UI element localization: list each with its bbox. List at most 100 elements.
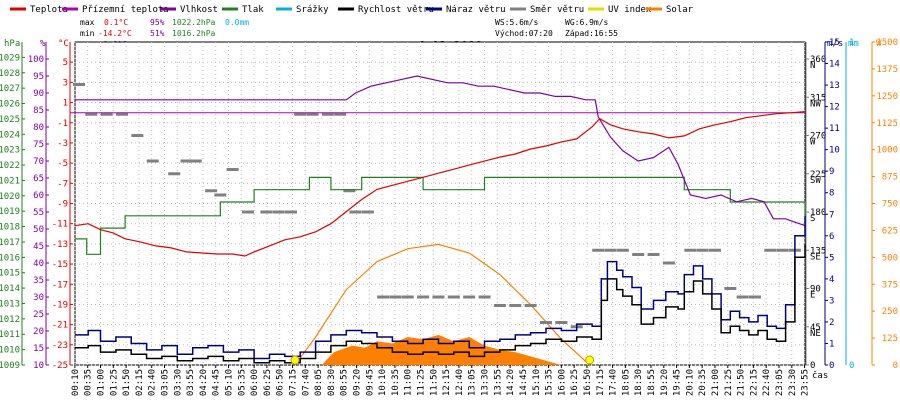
hum-tick-label: 80 xyxy=(33,123,44,133)
hum-tick-label: 90 xyxy=(33,89,44,99)
solar-tick-label: 750 xyxy=(882,200,898,210)
x-tick-label: 13:55 xyxy=(493,369,503,396)
press-tick-label: 1025 xyxy=(0,115,20,125)
wind-tick-label: 6 xyxy=(829,232,834,242)
x-tick-label: 21:25 xyxy=(724,369,734,396)
legend-label: Tlak xyxy=(242,5,264,15)
wind-tick-label: 4 xyxy=(829,275,834,285)
hum-tick-label: 30 xyxy=(33,293,44,303)
press-tick-label: 1024 xyxy=(0,130,20,140)
rain-tick-label: 0 xyxy=(849,361,854,371)
solar-tick-label: 1375 xyxy=(876,65,898,75)
x-tick-label: 01:25 xyxy=(109,369,119,396)
x-tick-label: 00:10 xyxy=(71,369,81,396)
x-tick-label: 13:05 xyxy=(468,369,478,396)
dir-mark xyxy=(463,295,476,299)
dir-tick-label: 135 xyxy=(810,246,826,256)
x-tick-label: 09:20 xyxy=(353,369,363,396)
x-tick-label: 08:30 xyxy=(327,369,337,396)
dir-mark xyxy=(189,159,202,163)
dir-mark xyxy=(417,295,430,299)
x-tick-label: 14:45 xyxy=(519,369,529,396)
x-tick-label: 09:45 xyxy=(365,369,375,396)
solar-tick-label: 1125 xyxy=(876,119,898,129)
x-tick-label: 17:40 xyxy=(609,369,619,396)
x-tick-label: 08:05 xyxy=(314,369,324,396)
temp-axis-unit: °C xyxy=(58,39,69,49)
dir-tick-label: 0 xyxy=(810,361,815,371)
dir-compass-label: N xyxy=(810,61,815,71)
solar-tick-label: 875 xyxy=(882,173,898,183)
press-tick-label: 1019 xyxy=(0,207,20,217)
hum-axis-unit: % xyxy=(40,39,46,49)
x-tick-label: 00:35 xyxy=(84,369,94,396)
press-axis-unit: hPa xyxy=(4,39,20,49)
dir-mark xyxy=(116,112,129,116)
x-tick-label: 23:30 xyxy=(788,369,798,396)
temp-tick-label: -7 xyxy=(57,179,68,189)
hum-tick-label: 50 xyxy=(33,225,44,235)
x-tick-label: 03:55 xyxy=(186,369,196,396)
x-tick-label: 01:00 xyxy=(97,369,107,396)
legend-label: Náraz větru xyxy=(446,5,506,15)
dir-mark xyxy=(684,248,697,252)
stat-sunset: Západ:16:55 xyxy=(565,29,618,38)
series-pressure-line xyxy=(75,176,806,255)
stat-max-temp: 0.1°C xyxy=(104,18,128,27)
dir-mark xyxy=(776,248,789,252)
dir-compass-label: NE xyxy=(810,329,821,339)
solar-tick-label: 625 xyxy=(882,226,898,236)
x-tick-label: 23:55 xyxy=(801,369,811,396)
dir-mark xyxy=(343,189,356,193)
x-tick-label: 19:45 xyxy=(673,369,683,396)
x-tick-label: 22:15 xyxy=(749,369,759,396)
dir-compass-label: NW xyxy=(810,99,821,109)
hum-tick-label: 20 xyxy=(33,327,44,337)
dir-mark xyxy=(592,248,605,252)
wind-tick-label: 8 xyxy=(829,189,834,199)
x-tick-label: 02:15 xyxy=(135,369,145,396)
dir-mark xyxy=(708,248,721,252)
x-tick-label: 13:30 xyxy=(481,369,491,396)
stat-max-label: max xyxy=(80,18,95,27)
solar-tick-label: 1000 xyxy=(876,146,898,156)
temp-tick-label: -25 xyxy=(52,361,68,371)
legend-label: Teplota xyxy=(30,5,68,15)
dir-mark xyxy=(100,112,113,116)
hum-tick-label: 85 xyxy=(33,106,44,116)
dir-mark xyxy=(321,112,334,116)
x-tick-label: 03:05 xyxy=(161,369,171,396)
x-tick-label: 21:00 xyxy=(711,369,721,396)
press-tick-label: 1026 xyxy=(0,100,20,110)
wind-tick-label: 0 xyxy=(829,361,834,371)
hum-tick-label: 35 xyxy=(33,276,44,286)
legend-label: Rychlost větru xyxy=(358,5,434,15)
temp-tick-label: -13 xyxy=(52,240,68,250)
press-tick-label: 1011 xyxy=(0,330,20,340)
temp-tick-label: 5 xyxy=(63,58,68,68)
temp-tick-label: -15 xyxy=(52,260,68,270)
x-tick-label: 20:35 xyxy=(698,369,708,396)
press-tick-label: 1023 xyxy=(0,146,20,156)
x-tick-label: 15:10 xyxy=(532,369,542,396)
stat-min-label: min xyxy=(80,29,95,38)
dir-mark xyxy=(616,248,629,252)
dir-mark xyxy=(447,295,460,299)
dir-mark xyxy=(647,253,660,256)
rain-tick-label: 1 xyxy=(849,38,854,48)
temp-tick-label: -3 xyxy=(57,139,68,149)
x-tick-label: 06:25 xyxy=(263,369,273,396)
wind-tick-label: 12 xyxy=(829,103,840,113)
wind-tick-label: 9 xyxy=(829,167,834,177)
x-tick-label: 01:50 xyxy=(122,369,132,396)
dir-mark xyxy=(632,253,645,256)
dir-mark xyxy=(524,304,537,307)
series-temperature-line xyxy=(74,111,806,257)
press-tick-label: 1027 xyxy=(0,84,20,94)
dir-mark xyxy=(349,210,362,214)
dir-mark xyxy=(555,321,568,324)
dir-mark xyxy=(294,112,307,116)
temp-tick-label: 3 xyxy=(63,78,68,88)
press-tick-label: 1009 xyxy=(0,361,20,371)
